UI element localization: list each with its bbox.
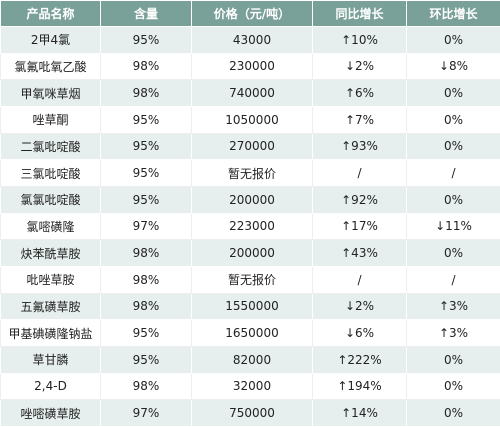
cell-product-name: 甲基碘磺隆钠盐 (0, 319, 101, 347)
cell-mom: 0% (406, 132, 500, 161)
cell-yoy: ↑14% (312, 399, 407, 427)
cell-content: 97% (100, 399, 192, 427)
cell-content: 97% (100, 212, 192, 241)
table-row: 2甲4氯 95% 43000 ↑10% 0% (0, 26, 500, 54)
cell-product-name: 2甲4氯 (0, 26, 101, 54)
cell-content: 98% (100, 239, 192, 267)
cell-mom: ↑3% (406, 319, 500, 347)
header-content: 含量 (100, 0, 192, 27)
cell-mom: ↑3% (406, 292, 500, 321)
cell-content: 95% (100, 345, 192, 374)
cell-mom: 0% (406, 26, 500, 54)
cell-price: 暂无报价 (191, 159, 313, 187)
cell-price: 200000 (191, 239, 313, 267)
table-row: 二氯吡啶酸 95% 270000 ↑93% 0% (0, 132, 500, 161)
cell-yoy: ↑43% (312, 239, 407, 267)
cell-price: 270000 (191, 132, 313, 161)
cell-price: 200000 (191, 185, 313, 214)
cell-content: 95% (100, 132, 192, 161)
table-row: 五氟磺草胺 98% 1550000 ↓2% ↑3% (0, 292, 500, 321)
cell-product-name: 三氯吡啶酸 (0, 159, 101, 187)
table-row: 甲氧咪草烟 98% 740000 ↑6% 0% (0, 79, 500, 107)
table-body: 2甲4氯 95% 43000 ↑10% 0% 氯氟吡氧乙酸 98% 230000 ↓2% ↓8% 甲… (0, 26, 500, 427)
cell-price: 43000 (191, 26, 313, 54)
cell-price: 32000 (191, 372, 313, 401)
cell-yoy: ↑92% (312, 185, 407, 214)
cell-price: 223000 (191, 212, 313, 241)
cell-yoy: ↓2% (312, 292, 407, 321)
cell-yoy: ↑93% (312, 132, 407, 161)
cell-product-name: 唑嘧磺草胺 (0, 399, 101, 427)
table-row: 氯氯吡啶酸 95% 200000 ↑92% 0% (0, 185, 500, 214)
cell-content: 98% (100, 292, 192, 321)
cell-content: 98% (100, 52, 192, 81)
cell-yoy: / (312, 265, 407, 294)
table-row: 唑嘧磺草胺 97% 750000 ↑14% 0% (0, 399, 500, 427)
table-row: 唑草酮 95% 1050000 ↑7% 0% (0, 105, 500, 134)
table-row: 三氯吡啶酸 95% 暂无报价 / / (0, 159, 500, 187)
cell-price: 82000 (191, 345, 313, 374)
cell-content: 95% (100, 319, 192, 347)
cell-content: 98% (100, 372, 192, 401)
cell-yoy: ↓2% (312, 52, 407, 81)
cell-yoy: ↑222% (312, 345, 407, 374)
cell-mom: / (406, 265, 500, 294)
cell-product-name: 2,4-D (0, 372, 101, 401)
cell-product-name: 氯氯吡啶酸 (0, 185, 101, 214)
cell-product-name: 甲氧咪草烟 (0, 79, 101, 107)
cell-price: 暂无报价 (191, 265, 313, 294)
table-row: 草甘膦 95% 82000 ↑222% 0% (0, 345, 500, 374)
cell-product-name: 唑草酮 (0, 105, 101, 134)
table-row: 氯嘧磺隆 97% 223000 ↑17% ↓11% (0, 212, 500, 241)
cell-mom: 0% (406, 372, 500, 401)
cell-mom: 0% (406, 239, 500, 267)
cell-mom: ↓8% (406, 52, 500, 81)
cell-product-name: 炔苯酰草胺 (0, 239, 101, 267)
table-row: 甲基碘磺隆钠盐 95% 1650000 ↓6% ↑3% (0, 319, 500, 347)
cell-content: 98% (100, 79, 192, 107)
cell-yoy: ↑17% (312, 212, 407, 241)
cell-product-name: 五氟磺草胺 (0, 292, 101, 321)
cell-content: 95% (100, 159, 192, 187)
cell-mom: 0% (406, 79, 500, 107)
cell-product-name: 氯氟吡氧乙酸 (0, 52, 101, 81)
cell-yoy: ↑7% (312, 105, 407, 134)
cell-mom: 0% (406, 399, 500, 427)
cell-yoy: / (312, 159, 407, 187)
table-row: 炔苯酰草胺 98% 200000 ↑43% 0% (0, 239, 500, 267)
cell-product-name: 吡唑草胺 (0, 265, 101, 294)
cell-mom: 0% (406, 105, 500, 134)
cell-content: 95% (100, 185, 192, 214)
table-row: 2,4-D 98% 32000 ↑194% 0% (0, 372, 500, 401)
cell-product-name: 草甘膦 (0, 345, 101, 374)
table-row: 氯氟吡氧乙酸 98% 230000 ↓2% ↓8% (0, 52, 500, 81)
cell-price: 1650000 (191, 319, 313, 347)
cell-content: 95% (100, 105, 192, 134)
cell-mom: ↓11% (406, 212, 500, 241)
cell-content: 95% (100, 26, 192, 54)
cell-price: 1050000 (191, 105, 313, 134)
cell-price: 230000 (191, 52, 313, 81)
cell-mom: 0% (406, 345, 500, 374)
header-mom: 环比增长 (406, 0, 500, 27)
cell-price: 750000 (191, 399, 313, 427)
cell-content: 98% (100, 265, 192, 294)
cell-price: 1550000 (191, 292, 313, 321)
cell-price: 740000 (191, 79, 313, 107)
cell-yoy: ↑6% (312, 79, 407, 107)
header-price: 价格（元/吨） (191, 0, 313, 27)
cell-yoy: ↑10% (312, 26, 407, 54)
header-product-name: 产品名称 (0, 0, 101, 27)
cell-mom: / (406, 159, 500, 187)
cell-product-name: 二氯吡啶酸 (0, 132, 101, 161)
cell-yoy: ↑194% (312, 372, 407, 401)
cell-mom: 0% (406, 185, 500, 214)
table-row: 吡唑草胺 98% 暂无报价 / / (0, 265, 500, 294)
header-row: 产品名称 含量 价格（元/吨） 同比增长 环比增长 (0, 0, 500, 27)
header-yoy: 同比增长 (312, 0, 407, 27)
cell-yoy: ↓6% (312, 319, 407, 347)
cell-product-name: 氯嘧磺隆 (0, 212, 101, 241)
